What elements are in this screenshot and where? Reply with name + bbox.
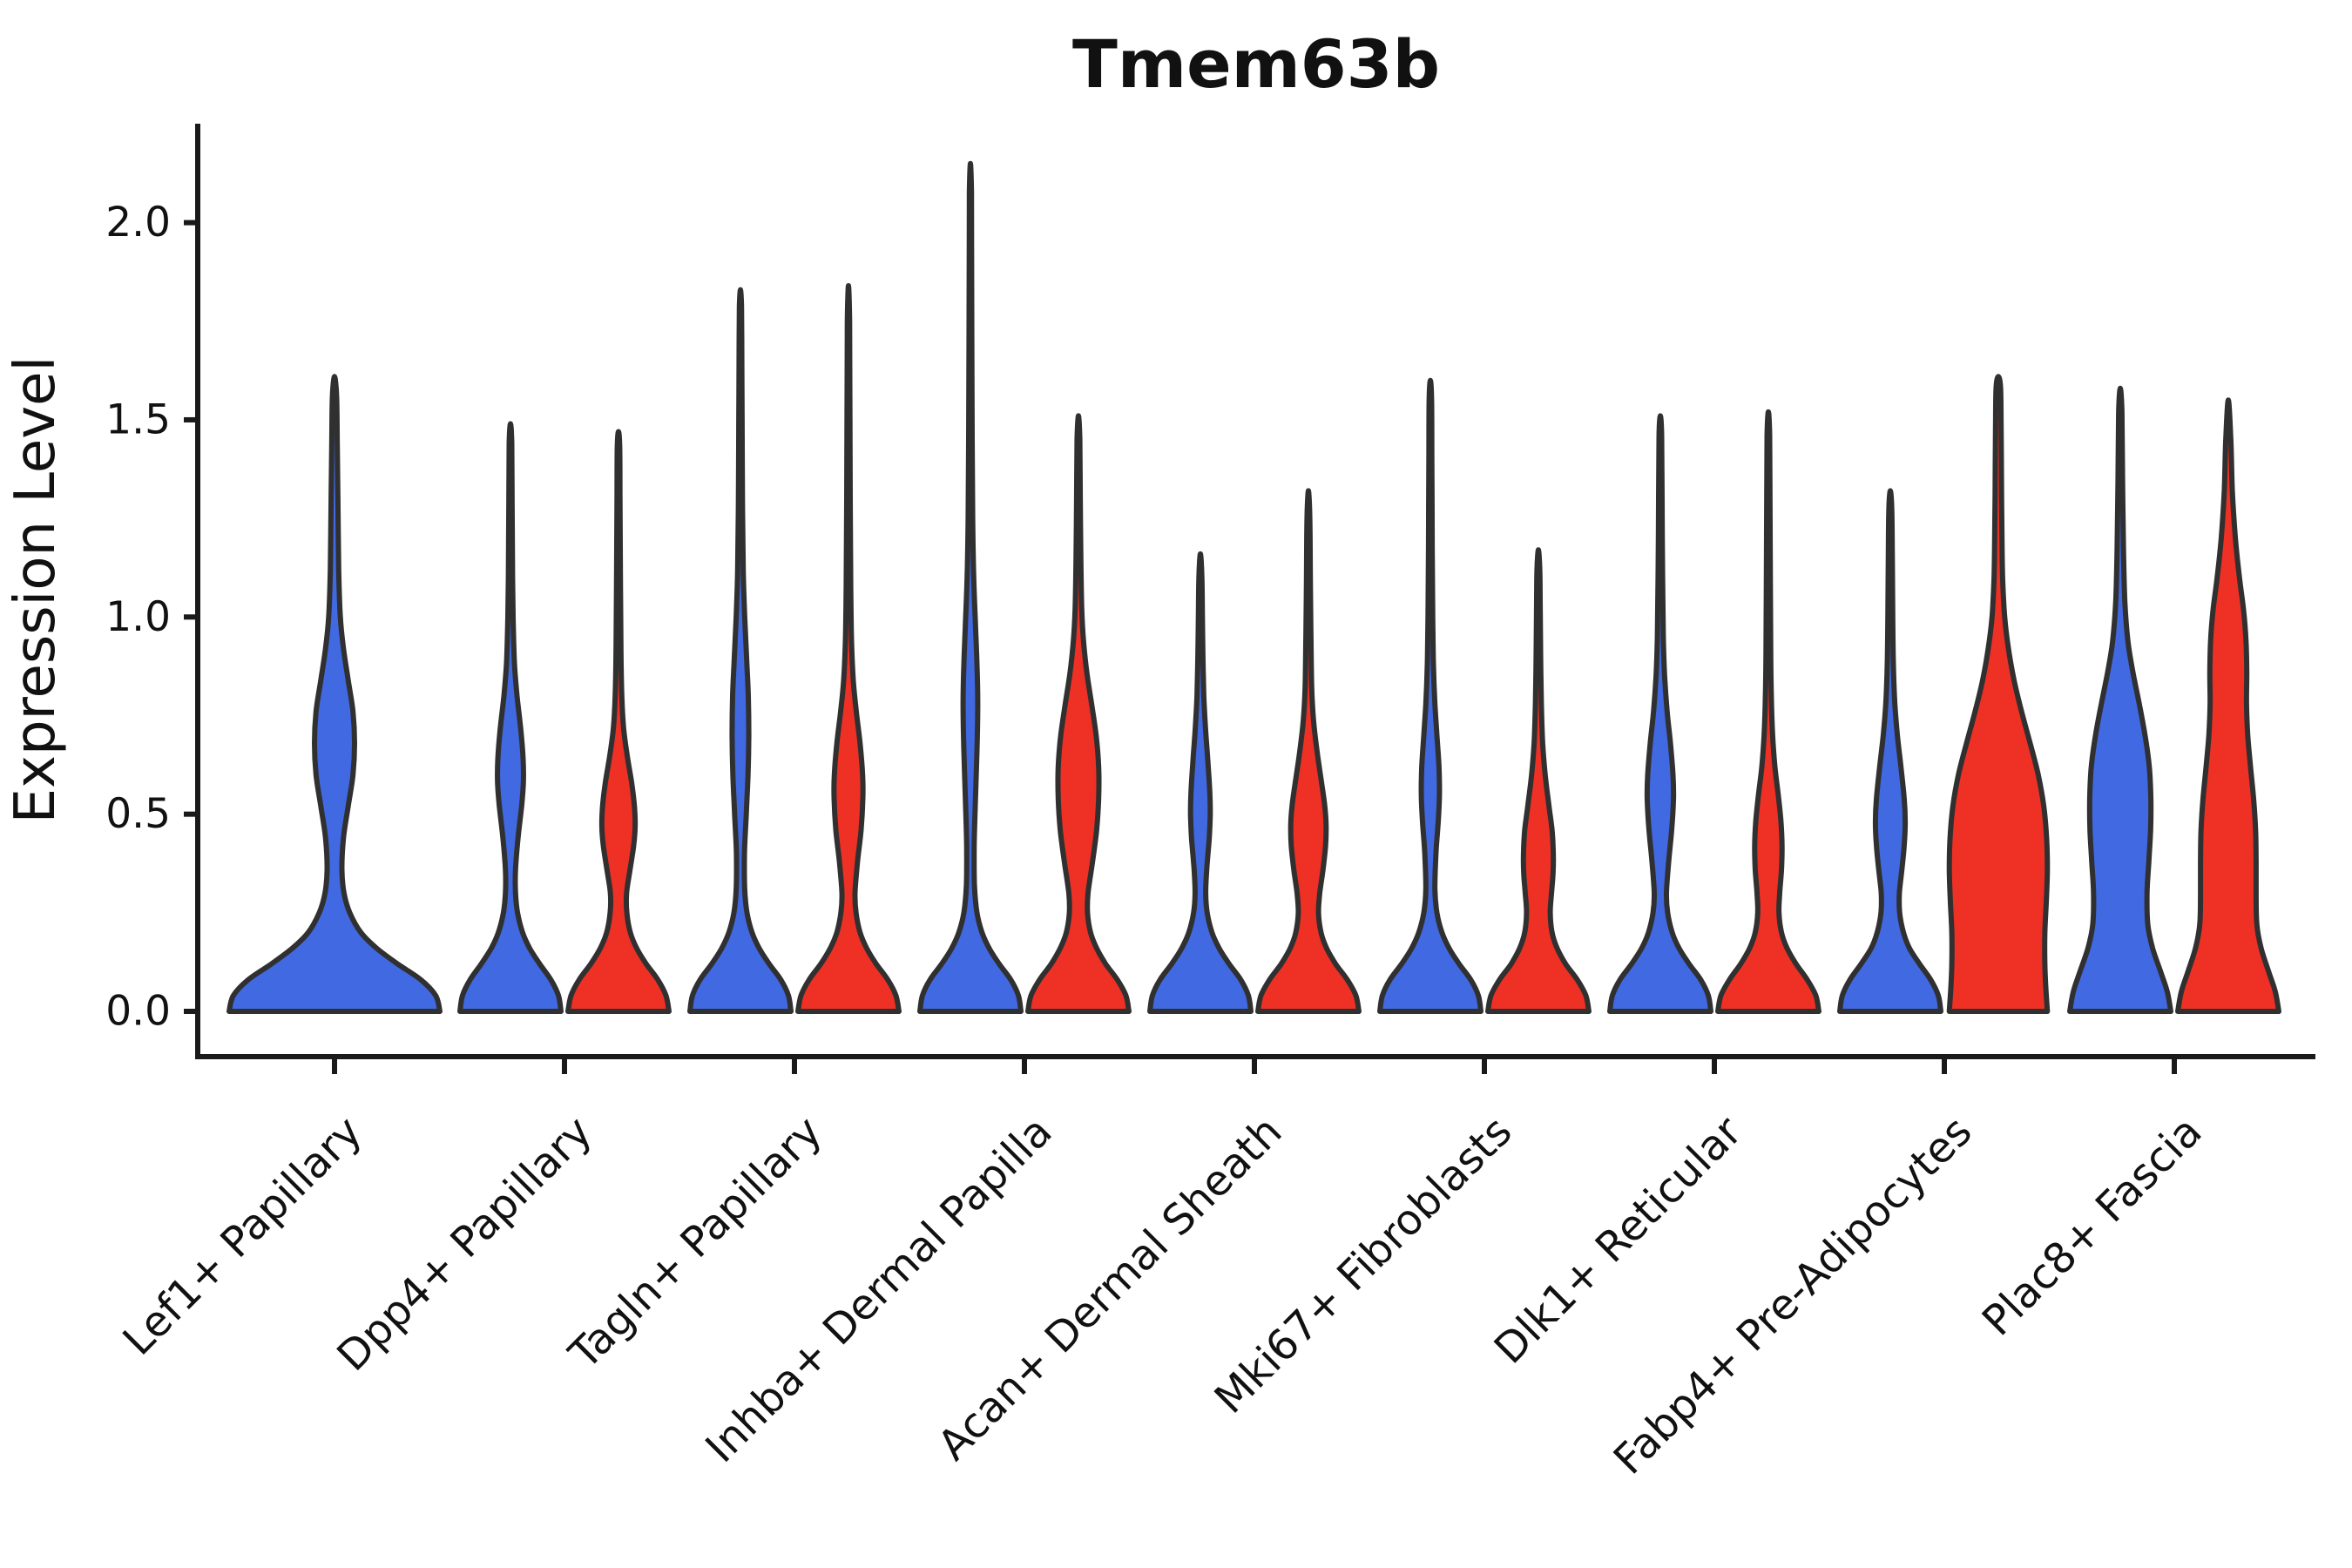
y-axis-ticks: 2.0 1.5 1.0 0.5 0.0 [105, 199, 198, 1036]
y-tick-label: 2.0 [105, 199, 171, 247]
chart-title: Tmem63b [1072, 25, 1440, 103]
y-tick-label: 1.0 [105, 593, 171, 641]
violin-red-plac8-fascia [2175, 397, 2281, 1014]
violin-blue-lef1-papillary [226, 374, 443, 1014]
x-tick-label: Tagln+ Papillary [559, 1107, 831, 1379]
violin-red-tagln-papillary [795, 283, 902, 1014]
y-axis-label: Expression Level [3, 356, 68, 824]
x-tick-label: Plac8+ Fascia [1973, 1107, 2212, 1346]
violin-blue-tagln-papillary [687, 287, 794, 1014]
violin-blue-plac8-fascia [2067, 385, 2173, 1014]
violin-red-inhba-dermal-papilla [1025, 413, 1132, 1014]
violin-red-mki67-fibroblasts [1485, 547, 1592, 1014]
violin-blue-dlk1-reticular [1607, 413, 1713, 1014]
violins-layer [226, 160, 2281, 1014]
y-tick-label: 0.0 [105, 988, 171, 1036]
x-tick-label: Dpp4+ Papillary [328, 1107, 601, 1381]
x-tick-label: Dlk1+ Reticular [1485, 1107, 1752, 1374]
violin-red-dpp4-papillary [565, 429, 672, 1014]
violin-blue-mki67-fibroblasts [1377, 377, 1484, 1014]
violin-red-dlk1-reticular [1715, 409, 1821, 1014]
violin-blue-fabp4-pre-adipocytes [1837, 488, 1943, 1014]
violin-blue-inhba-dermal-papilla [917, 160, 1024, 1014]
x-tick-label: Lef1+ Papillary [114, 1107, 372, 1365]
violin-blue-acan-dermal-sheath [1147, 551, 1254, 1014]
violin-red-acan-dermal-sheath [1255, 488, 1362, 1014]
y-tick-label: 1.5 [105, 395, 171, 443]
y-tick-label: 0.5 [105, 790, 171, 838]
violin-blue-dpp4-papillary [457, 421, 564, 1014]
violin-red-fabp4-pre-adipocytes [1946, 374, 2051, 1014]
